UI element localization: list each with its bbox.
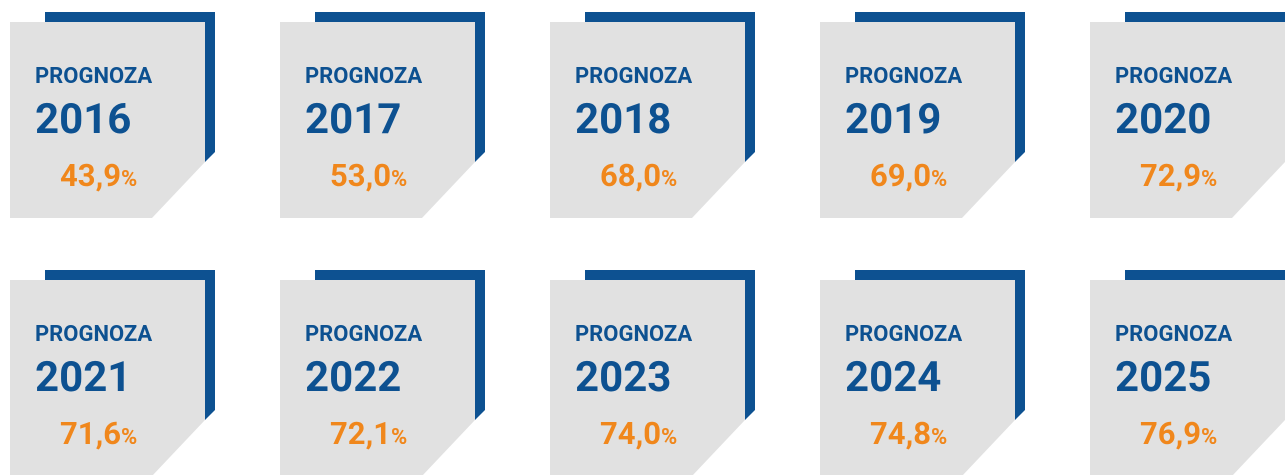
- card-year: 2017: [305, 95, 401, 144]
- value-number: 43,9: [60, 157, 121, 194]
- value-number: 74,8: [870, 415, 931, 452]
- card-year: 2016: [35, 95, 131, 144]
- forecast-card: PROGNOZA 2017 53,0%: [280, 12, 485, 218]
- card-body: [280, 22, 475, 218]
- card-body: [550, 280, 745, 475]
- value-unit: %: [931, 167, 947, 192]
- forecast-card: PROGNOZA 2018 68,0%: [550, 12, 755, 218]
- card-value: 72,9%: [1140, 157, 1217, 194]
- card-value: 43,9%: [60, 157, 137, 194]
- forecast-card: PROGNOZA 2024 74,8%: [820, 270, 1025, 475]
- card-label: PROGNOZA: [575, 64, 692, 89]
- value-unit: %: [121, 425, 137, 450]
- card-year: 2018: [575, 95, 671, 144]
- value-number: 74,0: [600, 415, 661, 452]
- card-label: PROGNOZA: [305, 322, 422, 347]
- card-year: 2024: [845, 353, 941, 402]
- value-number: 53,0: [330, 157, 391, 194]
- card-body: [280, 280, 475, 475]
- card-year: 2022: [305, 353, 401, 402]
- value-unit: %: [121, 167, 137, 192]
- card-body: [1090, 22, 1285, 218]
- value-unit: %: [391, 167, 407, 192]
- value-number: 72,1: [330, 415, 391, 452]
- value-unit: %: [1201, 425, 1217, 450]
- card-body: [820, 22, 1015, 218]
- card-year: 2023: [575, 353, 671, 402]
- card-value: 74,0%: [600, 415, 677, 452]
- value-number: 69,0: [870, 157, 931, 194]
- card-body: [1090, 280, 1285, 475]
- card-year: 2021: [35, 353, 131, 402]
- card-value: 72,1%: [330, 415, 407, 452]
- card-value: 71,6%: [60, 415, 137, 452]
- card-value: 53,0%: [330, 157, 407, 194]
- forecast-card: PROGNOZA 2023 74,0%: [550, 270, 755, 475]
- card-year: 2020: [1115, 95, 1211, 144]
- card-label: PROGNOZA: [35, 64, 152, 89]
- value-unit: %: [391, 425, 407, 450]
- forecast-card: PROGNOZA 2025 76,9%: [1090, 270, 1285, 475]
- value-number: 68,0: [600, 157, 661, 194]
- card-label: PROGNOZA: [305, 64, 422, 89]
- card-value: 74,8%: [870, 415, 947, 452]
- value-unit: %: [661, 425, 677, 450]
- value-number: 71,6: [60, 415, 121, 452]
- card-year: 2025: [1115, 353, 1211, 402]
- card-body: [10, 22, 205, 218]
- card-label: PROGNOZA: [845, 64, 962, 89]
- card-label: PROGNOZA: [845, 322, 962, 347]
- card-value: 69,0%: [870, 157, 947, 194]
- card-value: 76,9%: [1140, 415, 1217, 452]
- forecast-card: PROGNOZA 2021 71,6%: [10, 270, 215, 475]
- value-unit: %: [661, 167, 677, 192]
- card-body: [550, 22, 745, 218]
- value-number: 72,9: [1140, 157, 1201, 194]
- card-body: [10, 280, 205, 475]
- card-body: [820, 280, 1015, 475]
- card-value: 68,0%: [600, 157, 677, 194]
- forecast-card: PROGNOZA 2022 72,1%: [280, 270, 485, 475]
- card-label: PROGNOZA: [35, 322, 152, 347]
- value-number: 76,9: [1140, 415, 1201, 452]
- card-label: PROGNOZA: [1115, 64, 1232, 89]
- value-unit: %: [1201, 167, 1217, 192]
- card-label: PROGNOZA: [575, 322, 692, 347]
- forecast-card: PROGNOZA 2020 72,9%: [1090, 12, 1285, 218]
- card-year: 2019: [845, 95, 941, 144]
- card-label: PROGNOZA: [1115, 322, 1232, 347]
- value-unit: %: [931, 425, 947, 450]
- forecast-card: PROGNOZA 2019 69,0%: [820, 12, 1025, 218]
- forecast-card: PROGNOZA 2016 43,9%: [10, 12, 215, 218]
